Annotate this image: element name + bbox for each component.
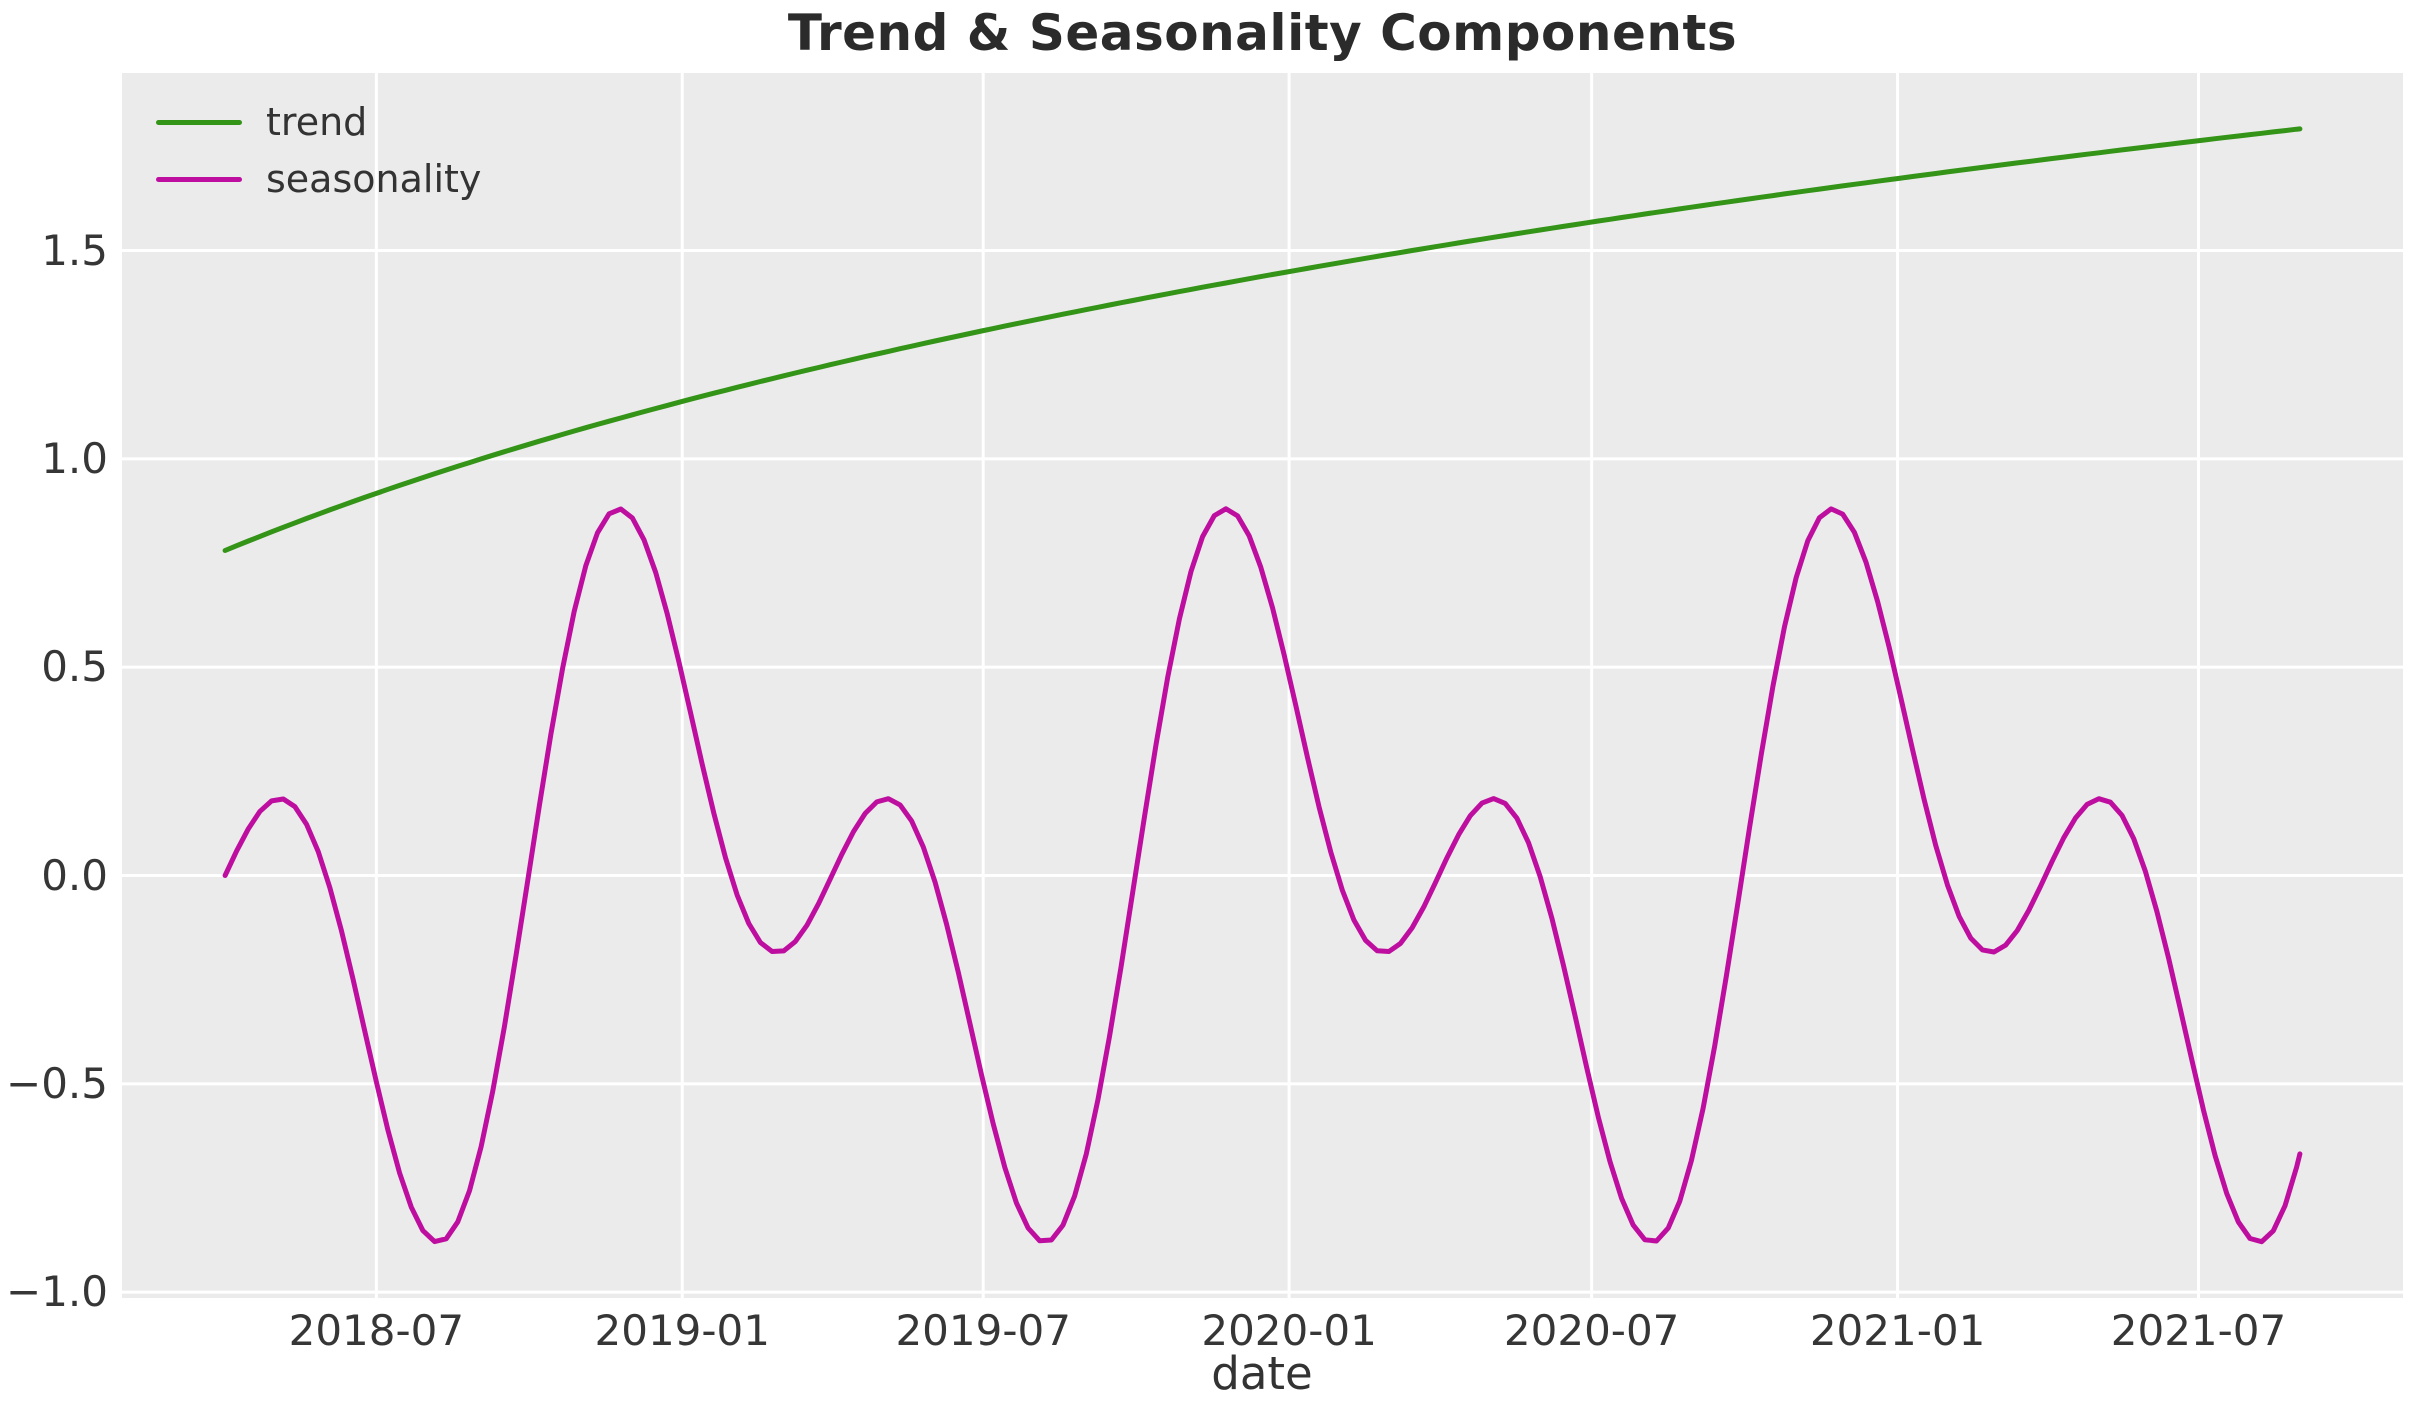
legend: trend seasonality (156, 100, 481, 201)
x-tick-label: 2019-07 (895, 1306, 1071, 1355)
x-tick-label: 2020-07 (1503, 1306, 1680, 1355)
x-tick-label: 2021-07 (2110, 1306, 2287, 1355)
y-tick-label: −1.0 (6, 1267, 108, 1317)
axes-background (122, 73, 2403, 1298)
x-tick-label: 2020-01 (1201, 1306, 1377, 1355)
legend-item-seasonality: seasonality (156, 157, 481, 201)
series-line-seasonality (222, 506, 2303, 1245)
legend-label-trend: trend (266, 100, 368, 144)
legend-item-trend: trend (156, 100, 481, 144)
y-tick-label: 1.0 (41, 433, 108, 483)
y-tick-label: −0.5 (6, 1058, 108, 1108)
x-tick-label: 2021-01 (1809, 1306, 1986, 1355)
seasonality-line-swatch (156, 176, 242, 182)
y-tick-label: 0.5 (41, 642, 108, 692)
x-tick-label: 2018-07 (288, 1306, 465, 1355)
x-axis-label: date (1211, 1347, 1313, 1400)
chart-title: Trend & Seasonality Components (787, 4, 1738, 62)
series-line-trend (222, 126, 2303, 553)
y-tick-label: 1.5 (41, 225, 108, 275)
y-tick-label: 0.0 (41, 850, 108, 900)
legend-label-seasonality: seasonality (266, 157, 482, 201)
x-tick-label: 2019-01 (594, 1306, 771, 1355)
trend-line-swatch (156, 119, 242, 125)
